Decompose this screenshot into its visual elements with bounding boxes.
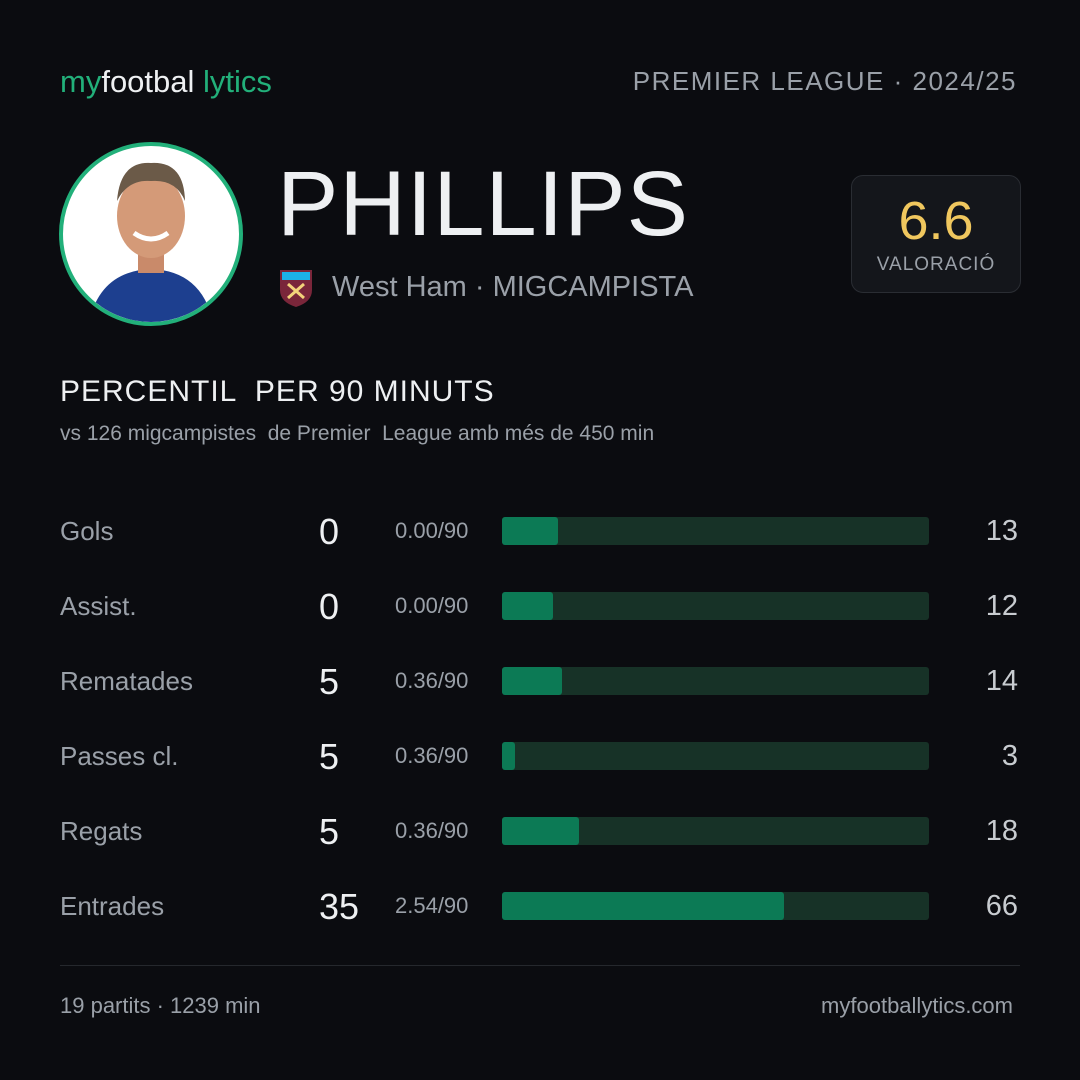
stat-per90: 0.00/90 — [395, 518, 469, 543]
bar — [502, 517, 558, 545]
stat-label: Entrades — [60, 891, 165, 921]
stat-label: Gols — [60, 516, 114, 546]
bar-track — [502, 667, 929, 695]
percentile-label: 12 — [985, 590, 1018, 622]
stat-per90: 0.36/90 — [395, 668, 469, 693]
brand-part: lytics — [203, 64, 272, 99]
stat-total: 5 — [319, 661, 340, 702]
rating-label: VALORACIÓ — [876, 254, 996, 275]
brand: myfootbal lytics — [60, 64, 272, 100]
stat-per90: 2.54/90 — [395, 893, 469, 918]
divider — [60, 965, 1020, 966]
percentile-label: 18 — [985, 815, 1018, 847]
bar-track — [502, 517, 929, 545]
player-name: PHILLIPS — [277, 153, 689, 255]
stat-per90: 0.00/90 — [395, 593, 469, 618]
rating: 6.6 — [898, 191, 974, 251]
stat-total: 0 — [319, 586, 340, 627]
brand-part: footbal — [101, 64, 195, 99]
footer-left: 19 partits · 1239 min — [60, 993, 261, 1018]
team-position: West Ham · MIGCAMPISTA — [332, 271, 694, 303]
team-badge — [280, 270, 312, 307]
section-title: PERCENTIL PER 90 MINUTS — [60, 375, 495, 408]
stat-total: 5 — [319, 811, 340, 852]
stat-total: 0 — [319, 511, 340, 552]
section-subtitle: vs 126 migcampistes de Premier League am… — [60, 422, 655, 445]
bar — [502, 892, 784, 920]
rating-box: 6.6 VALORACIÓ — [851, 175, 1021, 293]
bar — [502, 667, 562, 695]
stat-label: Passes cl. — [60, 741, 179, 771]
stat-total: 35 — [319, 886, 360, 927]
stat-label: Assist. — [60, 591, 137, 621]
stat-label: Rematades — [60, 666, 193, 696]
bar-track — [502, 592, 929, 620]
bar-track — [502, 742, 929, 770]
stat-total: 5 — [319, 736, 340, 777]
percentile-label: 66 — [985, 890, 1018, 922]
stat-per90: 0.36/90 — [395, 818, 469, 843]
competition: PREMIER LEAGUE · 2024/25 — [632, 66, 1017, 96]
percentile-label: 3 — [1001, 740, 1018, 772]
stat-per90: 0.36/90 — [395, 743, 469, 768]
bar — [502, 817, 579, 845]
player-photo — [59, 142, 243, 326]
brand-part: my — [60, 64, 102, 99]
stat-label: Regats — [60, 816, 143, 846]
footer-right: myfootballytics.com — [821, 993, 1013, 1018]
percentile-label: 13 — [985, 515, 1018, 547]
percentile-label: 14 — [985, 665, 1018, 697]
bar — [502, 592, 554, 620]
bar — [502, 742, 515, 770]
